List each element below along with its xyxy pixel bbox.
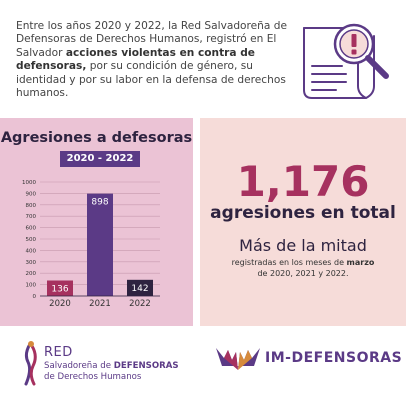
bar-2020 [47,280,73,296]
half-subtitle-bold: marzo [346,258,375,267]
half-title: Más de la mitad [239,236,367,255]
data-label: 136 [51,284,68,294]
half-subtitle-pre: registradas en los meses de [231,258,347,267]
im-logo-name: IM-DEFENSORAS [265,350,403,366]
intro-text: Entre los años 2020 y 2022, la Red Salva… [16,20,291,100]
intro-text-pre: Entre los años 2020 y 2022, la Red Salva… [16,20,287,59]
intro-text-bold: acciones violentas en contra de defensor… [16,46,255,73]
bar-2021 [87,193,113,296]
y-tick-label: 400 [26,248,37,254]
red-logo-line2: de Derechos Humanos [44,372,142,382]
bar-2022 [127,279,153,296]
y-tick-label: 300 [26,260,37,266]
x-tick-label: 2020 [49,299,71,309]
y-tick-label: 0 [33,294,37,300]
chart-title: Agresiones a defesoras [0,130,193,146]
data-label: 142 [131,284,148,294]
total-label: agresiones en total [210,203,396,223]
bar-chart: 0 100 200 300 400 500 600 700 800 900 1000 136 2020 8… [22,180,160,309]
intro-text-post: por su condición de género, su identidad… [16,60,286,100]
y-tick-label: 200 [26,271,37,277]
red-logo-line1: Salvadoreña de DEFENSORAS [44,361,179,371]
y-tick-label: 500 [26,237,37,243]
total-number: 1,176 [236,157,370,206]
half-subtitle-post: de 2020, 2021 y 2022. [257,268,349,278]
x-tick-label: 2022 [129,299,151,309]
document-alert-icon [303,23,389,99]
red-logo-line1-pre: Salvadoreña de [44,361,114,371]
chart-subtitle: 2020 - 2022 [60,151,140,167]
y-tick-label: 800 [26,203,37,209]
red-logo-line1-bold: DEFENSORAS [113,361,179,371]
im-hands-logo [216,348,260,370]
magnifier-icon [333,23,389,79]
red-logo-name: RED [44,345,73,360]
x-tick-label: 2021 [89,299,111,309]
data-label: 898 [91,198,108,208]
y-tick-label: 600 [26,226,37,232]
y-tick-label: 700 [26,214,37,220]
y-tick-label: 1000 [22,180,36,186]
half-subtitle: registradas en los meses de marzo de 202… [228,258,378,279]
y-tick-label: 100 [26,283,37,289]
red-figure-logo [24,341,37,386]
summary-panel [200,118,406,326]
y-tick-label: 900 [26,191,37,197]
